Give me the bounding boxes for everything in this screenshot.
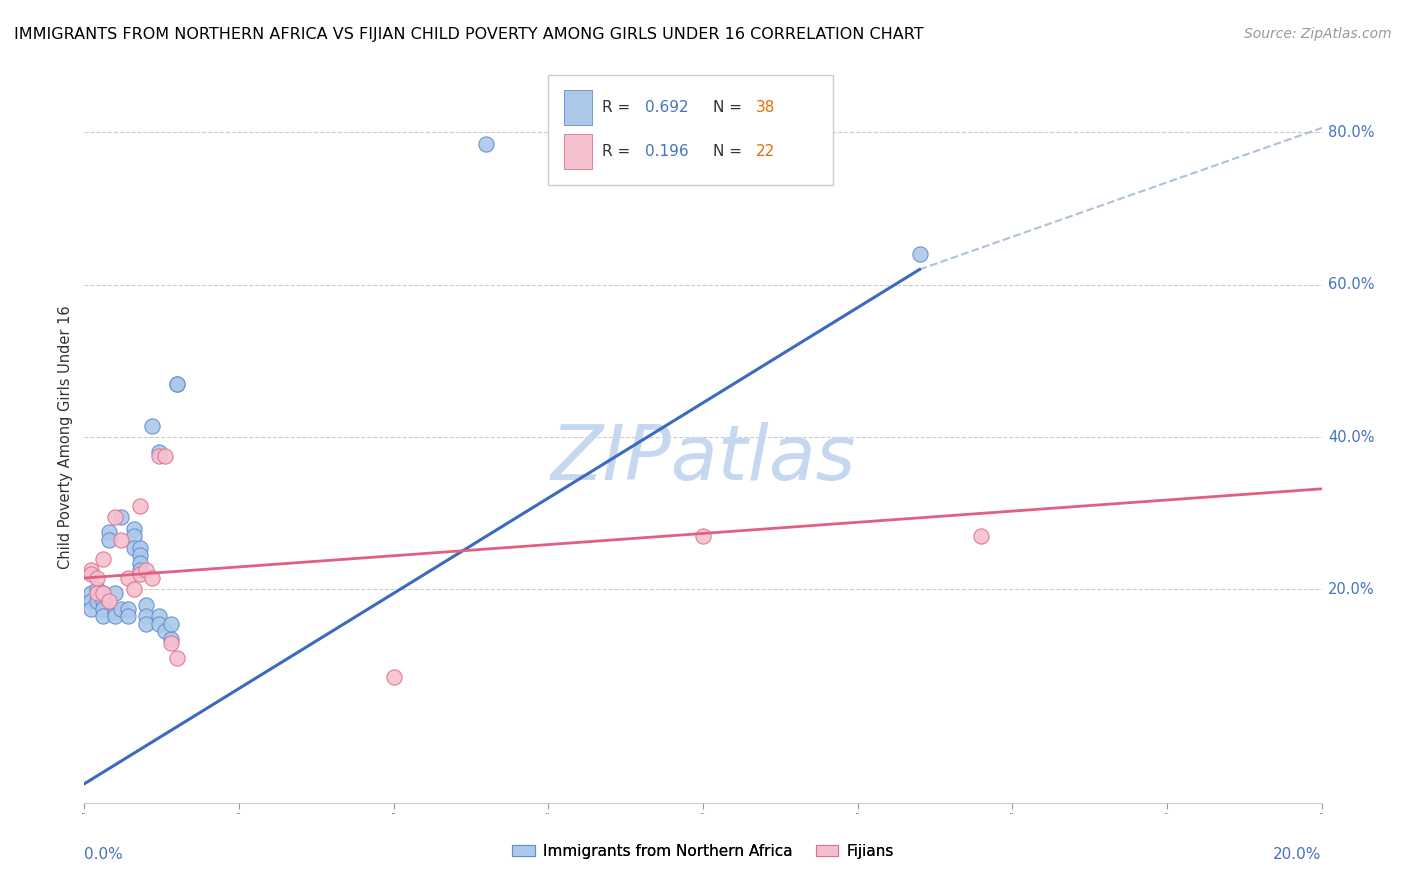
Point [692,529,714,543]
Point [86,586,108,600]
Point [166,376,188,391]
Text: 22: 22 [756,145,776,160]
Point [117,571,139,585]
Point [91,601,114,615]
Point [148,449,170,463]
Point [122,541,145,555]
Point [79,563,101,577]
Point [135,616,157,631]
Text: N =: N = [713,101,747,115]
Point [104,605,127,619]
Text: N =: N = [713,145,747,160]
Point [148,445,170,459]
Point [166,376,188,391]
Point [79,594,101,608]
Point [148,609,170,624]
Text: ZIPatlas: ZIPatlas [550,422,856,496]
Point [122,521,145,535]
Point [122,582,145,597]
Point [160,632,183,646]
Point [148,616,170,631]
Point [86,571,108,585]
Point [382,670,405,684]
Point [122,529,145,543]
Point [91,552,114,566]
Text: 20.0%: 20.0% [1327,582,1375,597]
Point [153,449,176,463]
Point [129,541,152,555]
Text: R =: R = [602,101,634,115]
Text: IMMIGRANTS FROM NORTHERN AFRICA VS FIJIAN CHILD POVERTY AMONG GIRLS UNDER 16 COR: IMMIGRANTS FROM NORTHERN AFRICA VS FIJIA… [14,27,924,42]
Text: R =: R = [602,145,634,160]
Point [117,601,139,615]
Point [135,609,157,624]
Point [129,499,152,513]
Point [117,609,139,624]
Point [908,247,931,261]
Point [129,563,152,577]
Point [129,567,152,582]
FancyBboxPatch shape [564,135,592,169]
Point [104,510,127,524]
Text: 0.0%: 0.0% [84,847,124,862]
FancyBboxPatch shape [564,90,592,126]
Point [141,418,163,433]
FancyBboxPatch shape [548,75,832,185]
Text: Source: ZipAtlas.com: Source: ZipAtlas.com [1244,27,1392,41]
Point [98,525,121,540]
Y-axis label: Child Poverty Among Girls Under 16: Child Poverty Among Girls Under 16 [58,305,73,569]
Point [129,556,152,570]
Point [110,510,132,524]
Point [141,571,163,585]
Point [166,651,188,665]
Legend: Immigrants from Northern Africa, Fijians: Immigrants from Northern Africa, Fijians [506,838,900,864]
Text: 0.692: 0.692 [645,101,689,115]
Point [91,609,114,624]
Text: 20.0%: 20.0% [1274,847,1322,862]
Point [79,601,101,615]
Point [160,636,183,650]
Point [86,594,108,608]
Point [79,586,101,600]
Point [91,586,114,600]
Point [135,563,157,577]
Text: 0.196: 0.196 [645,145,689,160]
Point [475,136,498,151]
Point [91,594,114,608]
Point [129,548,152,562]
Point [104,586,127,600]
Point [86,582,108,597]
Text: 60.0%: 60.0% [1327,277,1374,293]
Point [79,567,101,582]
Point [91,586,114,600]
Text: 40.0%: 40.0% [1327,430,1374,444]
Point [160,616,183,631]
Point [970,529,993,543]
Text: 38: 38 [756,101,776,115]
Point [104,609,127,624]
Point [110,601,132,615]
Point [153,624,176,639]
Text: 80.0%: 80.0% [1327,125,1374,140]
Point [98,594,121,608]
Point [135,598,157,612]
Point [110,533,132,547]
Point [98,533,121,547]
